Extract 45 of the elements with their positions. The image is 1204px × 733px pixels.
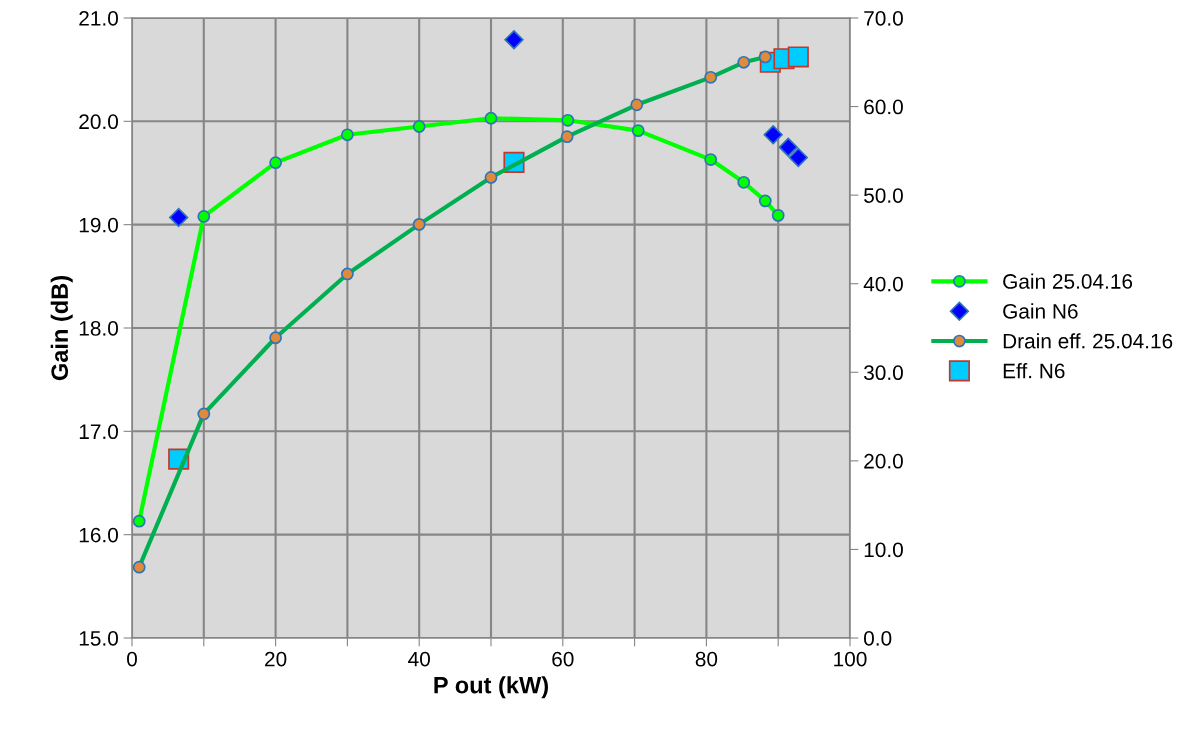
y2-tick-label: 0.0 xyxy=(864,631,892,646)
y2-tick-label: 70.0 xyxy=(864,11,903,26)
point xyxy=(168,207,189,228)
point xyxy=(132,514,146,528)
x-tick-label: 0 xyxy=(127,651,137,667)
point xyxy=(771,208,785,222)
point xyxy=(704,153,718,166)
x-axis-title: P out (kW) xyxy=(434,676,548,699)
point xyxy=(504,30,524,50)
legend-label: Gain 25.04.16 xyxy=(1003,273,1133,289)
y-tick-label: 19.0 xyxy=(79,217,118,233)
point xyxy=(197,210,211,223)
point xyxy=(561,113,575,127)
point xyxy=(788,147,808,168)
y2-tick-label: 50.0 xyxy=(864,188,903,203)
point xyxy=(763,125,783,145)
x-tick-label: 100 xyxy=(834,651,867,667)
y2-tick-label: 10.0 xyxy=(864,542,903,558)
y-tick-label: 21.0 xyxy=(79,11,118,26)
point xyxy=(787,46,809,68)
y-tick-label: 18.0 xyxy=(79,321,118,336)
x-tick-label: 80 xyxy=(695,651,718,667)
point xyxy=(631,124,645,138)
point xyxy=(412,120,426,133)
x-tick-label: 40 xyxy=(408,651,430,667)
y-tick-label: 20.0 xyxy=(79,114,118,130)
point xyxy=(778,137,798,157)
legend-label: Drain eff. 25.04.16 xyxy=(1003,333,1173,349)
y-tick-label: 15.0 xyxy=(79,631,118,646)
point xyxy=(758,194,772,208)
legend-label: Eff. N6 xyxy=(1003,363,1065,379)
x-tick-label: 20 xyxy=(265,651,287,667)
y-axis-title: Gain (dB) xyxy=(50,276,73,381)
x-tick-label: 60 xyxy=(552,651,574,667)
point xyxy=(737,175,751,189)
y2-tick-label: 30.0 xyxy=(863,365,903,381)
point xyxy=(269,156,282,170)
y2-tick-label: 20.0 xyxy=(864,453,903,469)
legend-label: Gain N6 xyxy=(1003,303,1078,319)
point xyxy=(341,128,354,142)
point xyxy=(484,111,498,125)
y-tick-label: 16.0 xyxy=(79,527,118,543)
y2-tick-label: 60.0 xyxy=(864,99,903,115)
y-tick-label: 17.0 xyxy=(79,424,118,440)
y2-tick-label: 40.0 xyxy=(863,276,903,292)
